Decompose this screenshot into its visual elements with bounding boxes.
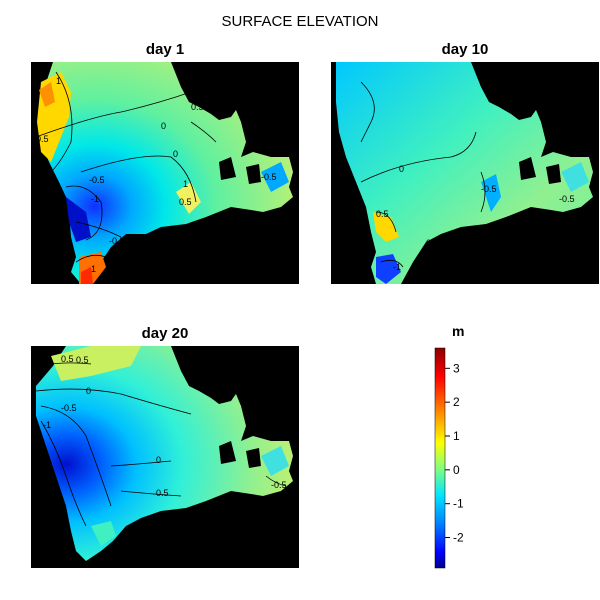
high-region [51,346,141,381]
map-panel-day-1: 1 0.5 0 -0.5 -1 -0.5 0.5 1 0 0.5 1 -0.5 [31,62,299,284]
contour-label: -0.5 [89,175,105,185]
contour-label: 0 [156,455,161,465]
contour-label: 0.5 [61,354,74,364]
contour-label: 0.5 [191,102,204,112]
contour-label: -0.5 [481,184,497,194]
island [219,157,236,180]
colorbar-tick-label: -1 [453,497,464,511]
colorbar-tick-label: -2 [453,531,464,545]
baltic [561,162,589,192]
island-2 [246,164,261,184]
contour-label: 0.5 [76,355,89,365]
contour-label: 0 [426,238,431,248]
main-title: SURFACE ELEVATION [221,13,379,30]
baltic-low [261,162,289,192]
contour-label: 0 [399,164,404,174]
contour-label: -0.5 [109,236,125,246]
max-region [39,82,55,107]
island [519,157,536,180]
island-2 [246,448,261,468]
contour-label: 0.5 [36,134,49,144]
low-region [66,197,91,242]
panel-title-day-1: day 1 [145,41,185,58]
colorbar-gradient [434,347,446,569]
island-2 [546,164,561,184]
contour-label: -1 [91,194,99,204]
mid-region [91,521,116,546]
map-panel-day-20: 0.5 0 -0.5 -1 0 0.5 0.5 -0.5 [31,346,299,568]
mid-region [176,182,201,214]
colorbar-tick-label: 0 [453,463,460,477]
contour-label: -0.5 [261,172,277,182]
map-day-1: 1 0.5 0 -0.5 -1 -0.5 0.5 1 0 0.5 1 -0.5 [31,62,299,284]
contour-label: -0.5 [271,480,287,490]
colorbar-tick-label: 1 [453,429,460,443]
island [219,441,236,464]
panel-title-day-20: day 20 [141,325,189,342]
contour-label: 0.5 [179,197,192,207]
colorbar-tick-label: 3 [453,361,460,375]
sea-field [39,62,293,284]
contour-label: 0 [161,121,166,131]
baltic [261,446,289,476]
contour-label: -0.5 [61,403,77,413]
high-region [373,212,399,242]
contour-label: 1 [91,264,96,274]
contour-label: 0.5 [156,488,169,498]
contour-label: -0.5 [559,194,575,204]
contour-label: -1 [43,420,51,430]
mid-low [481,174,501,212]
colorbar-tick-label: 2 [453,395,460,409]
colorbar-title: m [452,323,465,339]
sea-field [36,346,293,561]
panel-title-day-10: day 10 [441,41,489,58]
contour-label: 1 [56,76,61,86]
peak-south [81,267,93,284]
contour-label: 0 [173,149,178,159]
map-day-20: 0.5 0 -0.5 -1 0 0.5 0.5 -0.5 [31,346,299,568]
sea-field [336,62,593,284]
map-panel-day-10: 0 -0.5 0 -1 -0.5 0.5 [331,62,599,284]
contour-label: 0.5 [376,209,389,219]
contour-label: 0 [86,386,91,396]
contour-label: 1 [183,179,188,189]
colorbar: 3 2 1 0 -1 -2 [434,347,464,569]
contour-label: -1 [393,262,401,272]
map-day-10: 0 -0.5 0 -1 -0.5 0.5 [331,62,599,284]
